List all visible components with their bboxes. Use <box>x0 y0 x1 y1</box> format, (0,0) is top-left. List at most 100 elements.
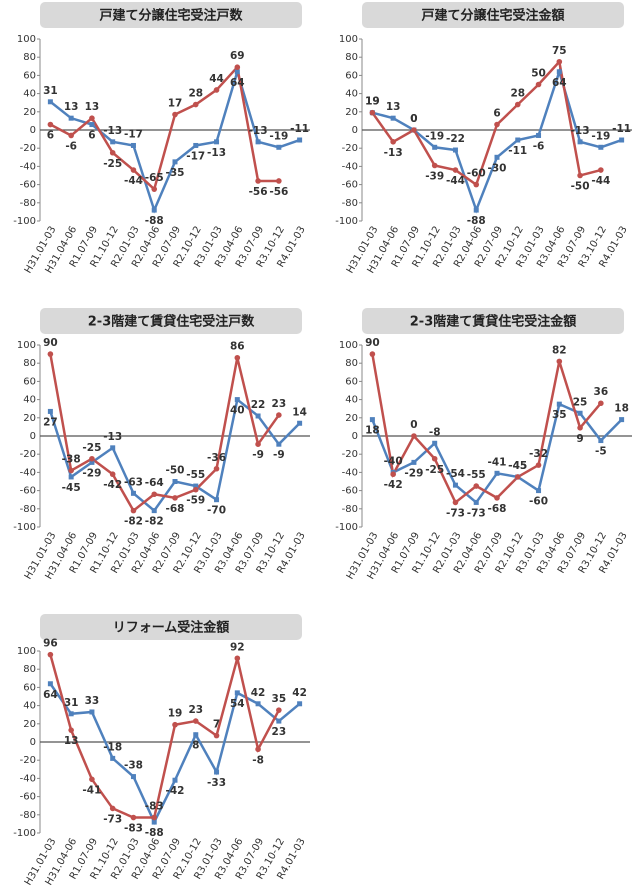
marker <box>68 711 74 717</box>
data-label: -35 <box>166 167 185 179</box>
y-tick-label: -60 <box>342 180 358 191</box>
chart: 2-3階建て賃貸住宅受注金額-100-80-60-40-200204060801… <box>335 308 632 581</box>
data-label: -60 <box>529 496 548 508</box>
marker <box>556 401 562 407</box>
y-tick-label: -40 <box>20 467 36 478</box>
marker <box>130 142 136 148</box>
data-label: 82 <box>552 344 567 356</box>
data-label: 96 <box>43 638 58 650</box>
data-label: -38 <box>124 760 143 772</box>
chart-title: リフォーム受注金額 <box>113 620 230 636</box>
data-label: 75 <box>552 45 567 57</box>
data-label: 19 <box>168 708 183 720</box>
marker <box>130 507 137 514</box>
marker <box>598 438 604 444</box>
data-label: 33 <box>85 695 100 707</box>
y-tick-label: 0 <box>30 431 36 442</box>
marker <box>130 774 136 780</box>
marker <box>297 137 303 143</box>
y-tick-label: -100 <box>13 522 36 533</box>
marker <box>89 459 95 465</box>
marker <box>68 132 74 139</box>
title-box <box>362 2 624 28</box>
data-label: 13 <box>85 101 100 113</box>
marker <box>255 701 261 707</box>
marker <box>47 408 53 414</box>
marker <box>619 417 625 423</box>
marker <box>276 412 282 418</box>
data-label: -54 <box>446 468 465 480</box>
data-label: -38 <box>62 454 81 466</box>
data-label: -18 <box>103 741 122 753</box>
data-label: 40 <box>230 405 245 417</box>
marker <box>47 121 54 128</box>
data-label: -56 <box>249 186 268 198</box>
data-label: 90 <box>43 337 58 349</box>
marker <box>452 499 459 506</box>
marker <box>494 495 500 501</box>
marker <box>234 690 240 696</box>
data-label: 27 <box>43 416 58 428</box>
marker <box>89 115 95 121</box>
y-tick-label: -100 <box>335 216 358 227</box>
y-tick-label: 0 <box>352 431 358 442</box>
marker <box>598 400 604 407</box>
data-label: -41 <box>82 784 101 796</box>
y-tick-label: 0 <box>30 125 36 136</box>
y-tick-label: 40 <box>345 89 358 100</box>
marker <box>598 144 604 150</box>
data-label: -25 <box>82 442 101 454</box>
marker <box>130 814 137 821</box>
data-label: -22 <box>446 133 465 145</box>
data-label: 18 <box>614 403 629 415</box>
data-label: 23 <box>188 704 203 716</box>
data-label: -45 <box>508 460 527 472</box>
y-tick-label: -40 <box>342 467 358 478</box>
data-label: -41 <box>488 456 507 468</box>
data-label: -42 <box>384 479 403 491</box>
y-tick-label: 100 <box>339 340 358 351</box>
marker <box>234 69 240 75</box>
data-label: -8 <box>252 754 264 766</box>
series-line <box>49 64 279 192</box>
data-label: -19 <box>425 130 444 142</box>
data-label: 13 <box>386 101 401 113</box>
y-tick-label: 80 <box>345 52 358 63</box>
data-label: -50 <box>166 465 185 477</box>
marker <box>297 420 303 426</box>
data-label: -44 <box>446 175 465 187</box>
marker <box>214 769 220 775</box>
data-label: -19 <box>269 130 288 142</box>
marker <box>390 139 396 145</box>
marker <box>109 471 116 478</box>
chart-title: 2-3階建て賃貸住宅受注金額 <box>410 314 577 330</box>
y-tick-label: 80 <box>345 358 358 369</box>
data-label: 31 <box>43 85 58 97</box>
y-tick-label: -20 <box>342 449 358 460</box>
y-tick-label: -40 <box>342 161 358 172</box>
marker <box>535 462 542 468</box>
chart: 2-3階建て賃貸住宅受注戸数 -100 -80 -60 -40 -20 0 20 40 60 80 1… <box>13 308 310 581</box>
data-label: -11 <box>290 123 309 135</box>
y-tick-label: -100 <box>335 522 358 533</box>
data-label: -73 <box>467 507 486 519</box>
data-label: 69 <box>230 50 245 62</box>
marker <box>556 69 562 75</box>
data-label: 64 <box>230 77 245 89</box>
y-tick-label: 60 <box>23 70 36 81</box>
data-label: -50 <box>571 181 590 193</box>
data-label: 64 <box>552 77 567 89</box>
marker <box>255 746 261 753</box>
marker <box>431 455 438 462</box>
data-label: 14 <box>292 406 307 418</box>
marker <box>110 445 116 451</box>
marker <box>172 495 178 501</box>
data-label: 0 <box>410 113 417 125</box>
marker <box>192 101 199 108</box>
marker <box>110 755 116 761</box>
y-tick-label: 60 <box>23 376 36 387</box>
y-tick-label: 20 <box>23 107 36 118</box>
marker <box>514 101 521 108</box>
data-label: 22 <box>251 399 266 411</box>
data-label: 23 <box>272 726 287 738</box>
